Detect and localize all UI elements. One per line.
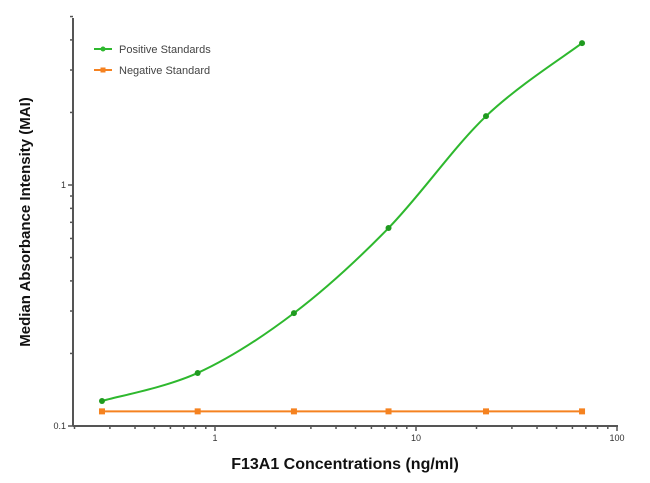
negative-standard-point [483, 408, 490, 415]
x-axis-title: F13A1 Concentrations (ng/ml) [231, 456, 459, 473]
legend: Positive Standards Negative Standard [94, 44, 211, 77]
positive-standards-point [98, 397, 105, 404]
y-tick-label-0.1: 0.1 [53, 421, 66, 431]
negative-standard-point [385, 408, 392, 415]
legend-marker-positive-icon [100, 46, 106, 52]
legend-label-negative: Negative Standard [119, 65, 210, 77]
positive-standards-point [194, 369, 201, 376]
legend-item-negative: Negative Standard [94, 65, 210, 77]
negative-standard-point [194, 408, 201, 415]
plot-area: 0.1 1 1 10 100 [53, 15, 625, 443]
positive-standards-curve [101, 42, 583, 402]
positive-standards-point [385, 225, 392, 232]
legend-marker-negative-icon [100, 67, 106, 73]
negative-standard-point [290, 408, 297, 415]
x-ticks [73, 426, 618, 431]
negative-standard-point [579, 408, 586, 415]
positive-standards-point [483, 113, 490, 120]
y-tick-label-1: 1 [61, 180, 66, 190]
positive-standards-point [290, 310, 297, 317]
y-ticks [68, 15, 73, 427]
x-tick-label-100: 100 [609, 433, 624, 443]
y-axis-title: Median Absorbance Intensity (MAI) [17, 97, 34, 346]
x-tick-label-1: 1 [212, 433, 217, 443]
legend-label-positive: Positive Standards [119, 44, 211, 56]
legend-item-positive: Positive Standards [94, 44, 211, 56]
positive-standards-point [579, 40, 586, 47]
series-layer [98, 40, 586, 415]
x-tick-label-10: 10 [411, 433, 421, 443]
negative-standard-point [98, 408, 105, 415]
